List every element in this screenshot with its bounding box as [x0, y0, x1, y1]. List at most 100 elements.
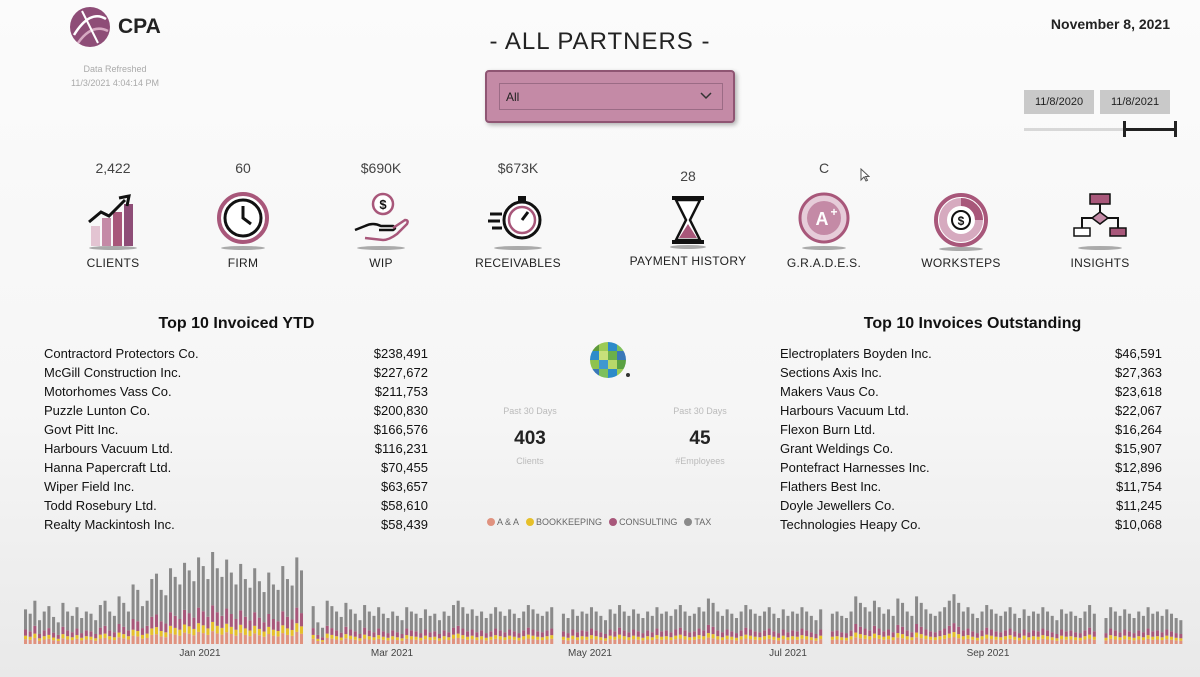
bar-segment-consulting[interactable] — [854, 624, 858, 633]
bar-segment-tax[interactable] — [243, 579, 247, 617]
bar-segment-consulting[interactable] — [201, 611, 205, 626]
bar-segment-bookkeeping[interactable] — [772, 636, 776, 640]
bar-segment-a-a[interactable] — [819, 639, 823, 644]
bar-segment-a-a[interactable] — [767, 638, 771, 644]
end-date-input[interactable]: 11/8/2021 — [1100, 90, 1170, 114]
bar-segment-a-a[interactable] — [905, 639, 909, 644]
bar-segment-a-a[interactable] — [1041, 638, 1045, 644]
bar-segment-a-a[interactable] — [854, 637, 858, 644]
bar-segment-consulting[interactable] — [508, 629, 512, 636]
bar-segment-tax[interactable] — [702, 611, 706, 631]
bar-segment-a-a[interactable] — [433, 639, 437, 644]
bar-segment-consulting[interactable] — [1179, 634, 1183, 639]
bar-segment-bookkeeping[interactable] — [835, 636, 839, 640]
table-row[interactable]: Electroplaters Boyden Inc. $46,591 — [780, 344, 1162, 363]
bar-segment-tax[interactable] — [262, 592, 266, 623]
bar-segment-tax[interactable] — [140, 606, 144, 629]
bar-segment-bookkeeping[interactable] — [872, 633, 876, 638]
bar-segment-a-a[interactable] — [498, 639, 502, 644]
table-row[interactable]: Motorhomes Vass Co. $211,753 — [44, 382, 428, 401]
bar-segment-a-a[interactable] — [295, 631, 299, 644]
bar-segment-bookkeeping[interactable] — [437, 638, 441, 641]
bar-segment-a-a[interactable] — [52, 640, 56, 644]
bar-segment-a-a[interactable] — [809, 640, 813, 644]
bar-segment-bookkeeping[interactable] — [1141, 637, 1145, 641]
bar-segment-bookkeeping[interactable] — [618, 634, 622, 639]
bar-segment-a-a[interactable] — [386, 640, 390, 644]
bar-segment-bookkeeping[interactable] — [47, 634, 51, 639]
bar-segment-consulting[interactable] — [178, 619, 182, 630]
bar-segment-bookkeeping[interactable] — [1169, 636, 1174, 640]
bar-segment-a-a[interactable] — [646, 639, 650, 644]
bar-segment-a-a[interactable] — [957, 638, 961, 644]
bar-segment-consulting[interactable] — [575, 632, 579, 638]
bar-segment-tax[interactable] — [330, 606, 334, 629]
bar-segment-a-a[interactable] — [1036, 639, 1040, 644]
bar-segment-a-a[interactable] — [891, 640, 895, 644]
bar-segment-a-a[interactable] — [494, 638, 498, 644]
bar-segment-bookkeeping[interactable] — [1123, 635, 1127, 640]
bar-segment-a-a[interactable] — [966, 638, 970, 644]
bar-segment-bookkeeping[interactable] — [358, 638, 362, 641]
bar-segment-bookkeeping[interactable] — [632, 635, 636, 640]
bar-segment-bookkeeping[interactable] — [683, 636, 687, 640]
bar-segment-tax[interactable] — [1118, 615, 1122, 633]
daily-revenue-chart[interactable] — [24, 548, 1184, 644]
bar-segment-tax[interactable] — [966, 607, 970, 629]
bar-segment-bookkeeping[interactable] — [1003, 636, 1007, 640]
bar-segment-bookkeeping[interactable] — [604, 638, 608, 641]
bar-segment-consulting[interactable] — [28, 631, 32, 637]
bar-segment-a-a[interactable] — [697, 638, 701, 644]
bar-segment-consulting[interactable] — [868, 630, 872, 637]
bar-segment-bookkeeping[interactable] — [929, 636, 933, 640]
bar-segment-a-a[interactable] — [580, 639, 584, 644]
bar-segment-tax[interactable] — [1041, 607, 1045, 629]
kpi-firm[interactable]: 60 FIRM — [173, 160, 313, 270]
bar-segment-a-a[interactable] — [1113, 639, 1117, 644]
bar-segment-a-a[interactable] — [692, 639, 696, 644]
kpi-payment-history[interactable]: 28 PAYMENT HISTORY — [618, 160, 758, 268]
bar-segment-tax[interactable] — [122, 602, 126, 627]
bar-segment-bookkeeping[interactable] — [777, 637, 781, 641]
bar-segment-a-a[interactable] — [725, 639, 729, 644]
bar-segment-tax[interactable] — [772, 613, 776, 632]
bar-segment-tax[interactable] — [608, 609, 612, 630]
bar-segment-consulting[interactable] — [243, 616, 247, 629]
bar-segment-bookkeeping[interactable] — [1069, 636, 1073, 640]
bar-segment-bookkeeping[interactable] — [627, 637, 631, 641]
bar-segment-a-a[interactable] — [1088, 638, 1092, 644]
bar-segment-bookkeeping[interactable] — [42, 636, 46, 640]
bar-segment-a-a[interactable] — [470, 639, 474, 644]
bar-segment-consulting[interactable] — [608, 629, 612, 636]
bar-segment-consulting[interactable] — [545, 630, 549, 637]
bar-segment-tax[interactable] — [234, 584, 238, 619]
bar-segment-consulting[interactable] — [344, 626, 348, 635]
table-row[interactable]: Harbours Vacuum Ltd. $22,067 — [780, 401, 1162, 420]
bar-segment-bookkeeping[interactable] — [145, 633, 149, 638]
bar-segment-a-a[interactable] — [641, 640, 645, 644]
bar-segment-a-a[interactable] — [201, 633, 205, 644]
bar-segment-bookkeeping[interactable] — [386, 637, 390, 641]
bar-segment-bookkeeping[interactable] — [154, 627, 159, 635]
bar-segment-a-a[interactable] — [38, 640, 42, 644]
bar-segment-bookkeeping[interactable] — [183, 624, 187, 633]
bar-segment-a-a[interactable] — [442, 639, 446, 644]
bar-segment-consulting[interactable] — [618, 627, 622, 635]
bar-segment-tax[interactable] — [886, 609, 891, 630]
bar-segment-a-a[interactable] — [585, 639, 589, 644]
bar-segment-consulting[interactable] — [1169, 631, 1174, 637]
bar-segment-a-a[interactable] — [512, 639, 516, 644]
bar-segment-consulting[interactable] — [122, 626, 126, 635]
bar-segment-tax[interactable] — [395, 615, 399, 633]
bar-segment-consulting[interactable] — [706, 624, 710, 634]
table-row[interactable]: McGill Construction Inc. $227,672 — [44, 363, 428, 382]
bar-segment-tax[interactable] — [391, 611, 395, 631]
bar-segment-tax[interactable] — [451, 605, 456, 628]
bar-segment-a-a[interactable] — [257, 635, 261, 644]
bar-segment-a-a[interactable] — [791, 639, 795, 644]
bar-segment-a-a[interactable] — [919, 638, 923, 644]
bar-segment-a-a[interactable] — [758, 640, 762, 644]
bar-segment-a-a[interactable] — [975, 640, 979, 644]
bar-segment-a-a[interactable] — [395, 640, 399, 644]
bar-segment-bookkeeping[interactable] — [566, 637, 570, 641]
